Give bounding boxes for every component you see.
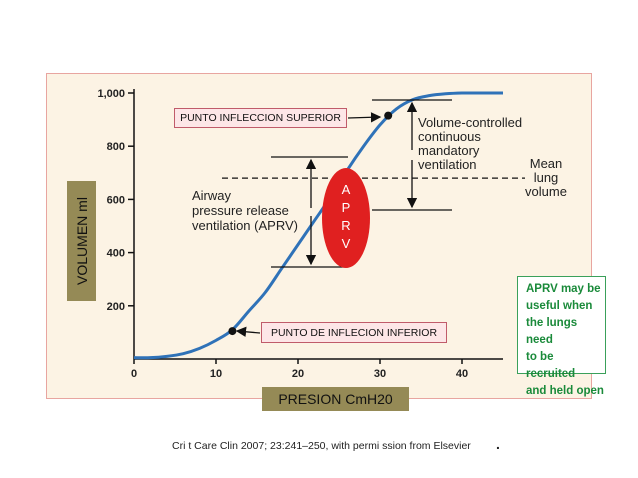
lower-inflection-label: PUNTO DE INFLECION INFERIOR: [261, 322, 447, 343]
aprv-ellipse: [322, 168, 370, 268]
note-line: useful when: [526, 300, 593, 312]
upper-inflection-label: PUNTO INFLECCION SUPERIOR: [174, 108, 347, 128]
mean-lung-label-line: Mean: [530, 156, 563, 171]
x-tick-label: 30: [374, 368, 386, 380]
y-tick-label: 1,000: [97, 88, 125, 100]
aprv-note-box: APRV may be useful when the lungs need t…: [517, 276, 606, 397]
y-tick-label: 600: [107, 194, 125, 206]
aprv-letter: R: [341, 218, 350, 233]
note-line: APRV may be: [526, 283, 601, 295]
y-tick-label: 400: [107, 248, 125, 260]
vcv-label-line: continuous: [418, 129, 481, 144]
vcv-label-line: Volume-controlled: [418, 115, 522, 130]
y-tick-label: 800: [107, 141, 125, 153]
inflection-point: [228, 327, 237, 336]
aprv-label-line: pressure release: [192, 203, 289, 218]
x-tick-label: 20: [292, 368, 304, 380]
inflection-point: [384, 111, 393, 120]
tick-labels: 200 400 600 800 1,000 0 10 20 30 40: [97, 88, 468, 380]
pv-curve: [133, 91, 503, 360]
aprv-letter: P: [342, 200, 351, 215]
note-line: to be recruited: [526, 351, 576, 380]
mean-lung-label-line: lung: [534, 170, 559, 185]
citation-dot: .: [496, 436, 500, 452]
aprv-letter: V: [342, 236, 351, 251]
chart-marks: [133, 91, 503, 360]
axes: [128, 89, 503, 364]
x-tick-label: 0: [131, 368, 137, 380]
aprv-letter: A: [342, 182, 351, 197]
vcv-label-line: ventilation: [418, 157, 477, 172]
y-axis-label: VOLUMEN ml: [73, 197, 90, 285]
citation-caption: Cri t Care Clin 2007; 23:241–250, with p…: [172, 440, 471, 452]
aprv-label-line: ventilation (APRV): [192, 218, 298, 233]
x-tick-label: 40: [456, 368, 468, 380]
note-line: and held open: [526, 385, 604, 397]
aprv-label-line: Airway: [192, 188, 232, 203]
lower-inflection-arrow: [235, 326, 261, 337]
x-axis-label: PRESION CmH20: [262, 387, 409, 411]
y-axis-label-box: VOLUMEN ml: [67, 181, 96, 301]
vcv-label-line: mandatory: [418, 143, 480, 158]
mean-lung-label-line: volume: [525, 184, 567, 199]
y-tick-label: 200: [107, 301, 125, 313]
x-tick-label: 10: [210, 368, 222, 380]
note-line: the lungs need: [526, 317, 578, 346]
upper-inflection-arrow: [347, 112, 382, 123]
